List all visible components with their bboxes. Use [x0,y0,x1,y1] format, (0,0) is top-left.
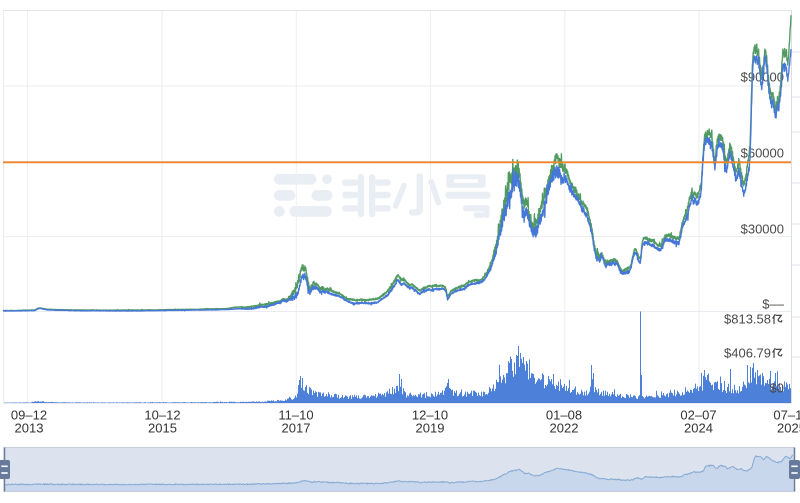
svg-text:11–10: 11–10 [278,408,313,423]
svg-text:2019: 2019 [416,421,445,436]
svg-text:2015: 2015 [148,421,177,436]
svg-text:2025: 2025 [777,421,800,436]
svg-text:$813.58: $813.58 [724,312,771,327]
svg-text:$0: $0 [770,381,784,396]
svg-text:2024: 2024 [684,421,713,436]
svg-text:12–10: 12–10 [412,408,448,423]
svg-text:2017: 2017 [282,421,311,436]
svg-text:01–08: 01–08 [546,408,582,423]
svg-text:09–12: 09–12 [11,408,47,423]
svg-text:$30000: $30000 [741,222,784,237]
svg-text:$406.79: $406.79 [724,346,771,361]
svg-text:2022: 2022 [550,421,579,436]
svg-text:02–07: 02–07 [680,408,716,423]
svg-text:$60000: $60000 [741,146,784,161]
svg-text:2013: 2013 [15,421,44,436]
svg-text:10–12: 10–12 [144,408,180,423]
svg-text:$––: $–– [762,297,784,312]
svg-text:07–14: 07–14 [773,408,800,423]
